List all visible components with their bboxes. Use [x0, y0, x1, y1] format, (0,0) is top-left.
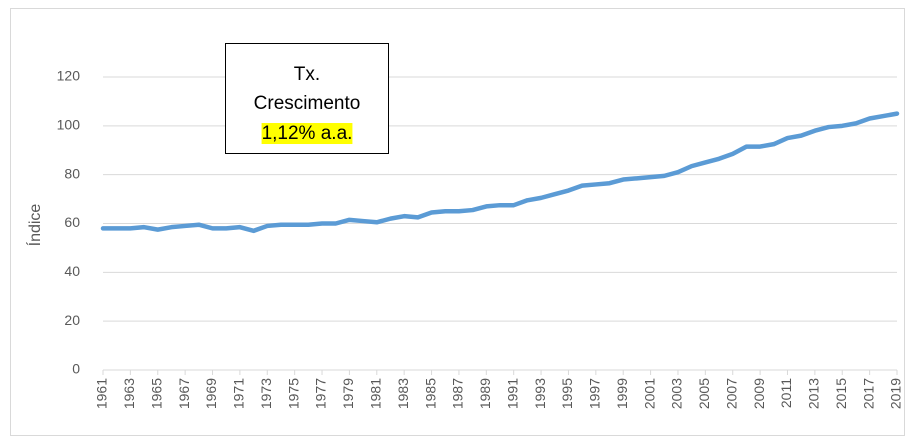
- x-tick-label: 2017: [860, 378, 876, 409]
- x-tick-label: 1979: [340, 378, 356, 409]
- x-tick-label: 1989: [477, 378, 493, 409]
- x-tick-label: 1987: [450, 378, 466, 409]
- x-tick-label: 1999: [614, 378, 630, 409]
- x-tick-label: 2007: [723, 378, 739, 409]
- y-tick-label: 100: [57, 117, 81, 133]
- annotation-text: Tx.: [294, 64, 320, 85]
- y-tick-label: 20: [64, 312, 80, 328]
- x-tick-label: 1969: [203, 378, 219, 409]
- x-tick-label: 2001: [641, 378, 657, 409]
- x-tick-label: 1971: [231, 378, 247, 409]
- x-tick-label: 1981: [367, 378, 383, 409]
- annotation-highlight: [261, 123, 353, 145]
- annotation-text: Crescimento: [254, 93, 361, 114]
- data-line: [100, 111, 900, 234]
- y-tick-label: 120: [57, 68, 81, 84]
- x-tick-label: 1965: [148, 378, 164, 409]
- x-tick-label: 1997: [587, 378, 603, 409]
- x-tick-label: 2003: [669, 378, 685, 409]
- x-tick-label: 1963: [121, 378, 137, 409]
- x-tick-label: 2011: [778, 378, 794, 408]
- annotation: Tx. Crescimento 1,12% a.a.: [225, 43, 389, 154]
- y-axis-label: Índice: [25, 204, 44, 247]
- x-tick-label: 1995: [559, 378, 575, 409]
- x-tick-label: 1991: [504, 378, 520, 409]
- y-tick-label: 40: [64, 263, 80, 279]
- y-tick-label: 80: [64, 165, 80, 181]
- x-tick-label: 1961: [94, 378, 110, 409]
- x-tick-label: 1977: [313, 378, 329, 409]
- x-tick-label: 2019: [888, 378, 904, 409]
- x-tick-label: 1973: [258, 378, 274, 409]
- x-tick-label: 2015: [833, 378, 849, 409]
- x-tick-label: 1985: [422, 378, 438, 409]
- x-tick-label: 2009: [751, 378, 767, 409]
- x-tick-label: 1993: [532, 378, 548, 409]
- x-tick-label: 2005: [696, 378, 712, 409]
- x-tick-label: 1983: [395, 378, 411, 409]
- x-tick-label: 1967: [176, 378, 192, 409]
- x-tick-label: 1975: [285, 378, 301, 409]
- y-tick-label: 60: [64, 214, 80, 230]
- x-tick-label: 2013: [806, 378, 822, 409]
- annotation-text: 1,12% a.a.: [262, 123, 353, 144]
- chart-border: [10, 8, 905, 436]
- y-tick-label: 0: [72, 361, 80, 377]
